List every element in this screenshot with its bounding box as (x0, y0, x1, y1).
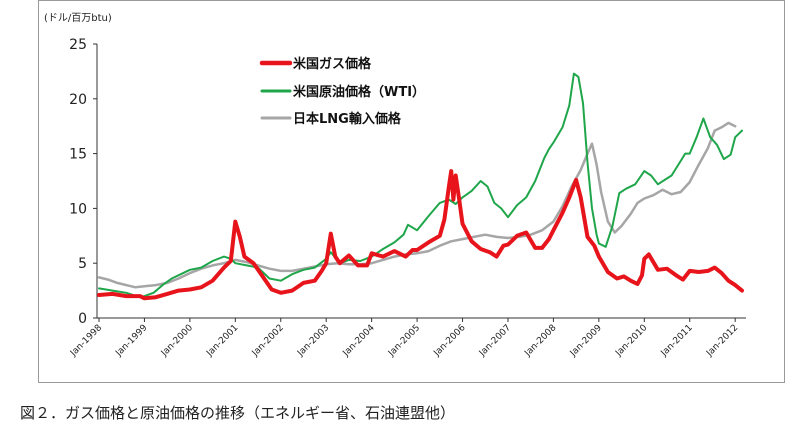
x-tick-label: Jan-2002 (250, 323, 286, 359)
line-chart: (ドル/百万btu) 0 5 10 15 20 25 Jan-1998 Jan-1999 Ja… (44, 12, 746, 359)
x-tick-label: Jan-2010 (613, 323, 649, 359)
x-tick-label: Jan-2005 (386, 323, 422, 359)
figure-caption: 図２．ガス価格と原油価格の推移（エネルギー省、石油連盟他） (20, 404, 456, 422)
x-tick-label: Jan-1999 (113, 323, 149, 359)
x-tick-label: Jan-1998 (68, 323, 104, 359)
x-tick-label: Jan-2011 (659, 323, 695, 359)
x-tick-label: Jan-2006 (432, 323, 468, 359)
y-tick-label: 15 (69, 147, 87, 163)
x-tick-label: Jan-2001 (204, 323, 240, 359)
y-tick-label: 25 (69, 37, 87, 53)
y-tick-label: 5 (78, 256, 87, 272)
x-tick-label: Jan-2009 (568, 323, 604, 359)
y-tick-label: 10 (69, 201, 87, 217)
legend-label: 日本LNG輸入価格 (293, 111, 402, 127)
y-tick-label: 20 (69, 92, 87, 108)
legend-label: 米国原油価格（WTI） (293, 84, 425, 100)
x-tick-label: Jan-2000 (159, 323, 195, 359)
y-unit-label: (ドル/百万btu) (44, 12, 112, 24)
x-tick-label: Jan-2012 (704, 323, 740, 359)
legend-label: 米国ガス価格 (293, 56, 372, 72)
x-tick-label: Jan-2004 (341, 323, 377, 359)
y-tick-label: 0 (78, 311, 87, 327)
x-tick-label: Jan-2003 (295, 323, 331, 359)
series-line-1 (97, 169, 744, 301)
x-tick-label: Jan-2008 (522, 323, 558, 359)
x-tick-label: Jan-2007 (477, 323, 513, 359)
series-line-3 (97, 121, 737, 289)
